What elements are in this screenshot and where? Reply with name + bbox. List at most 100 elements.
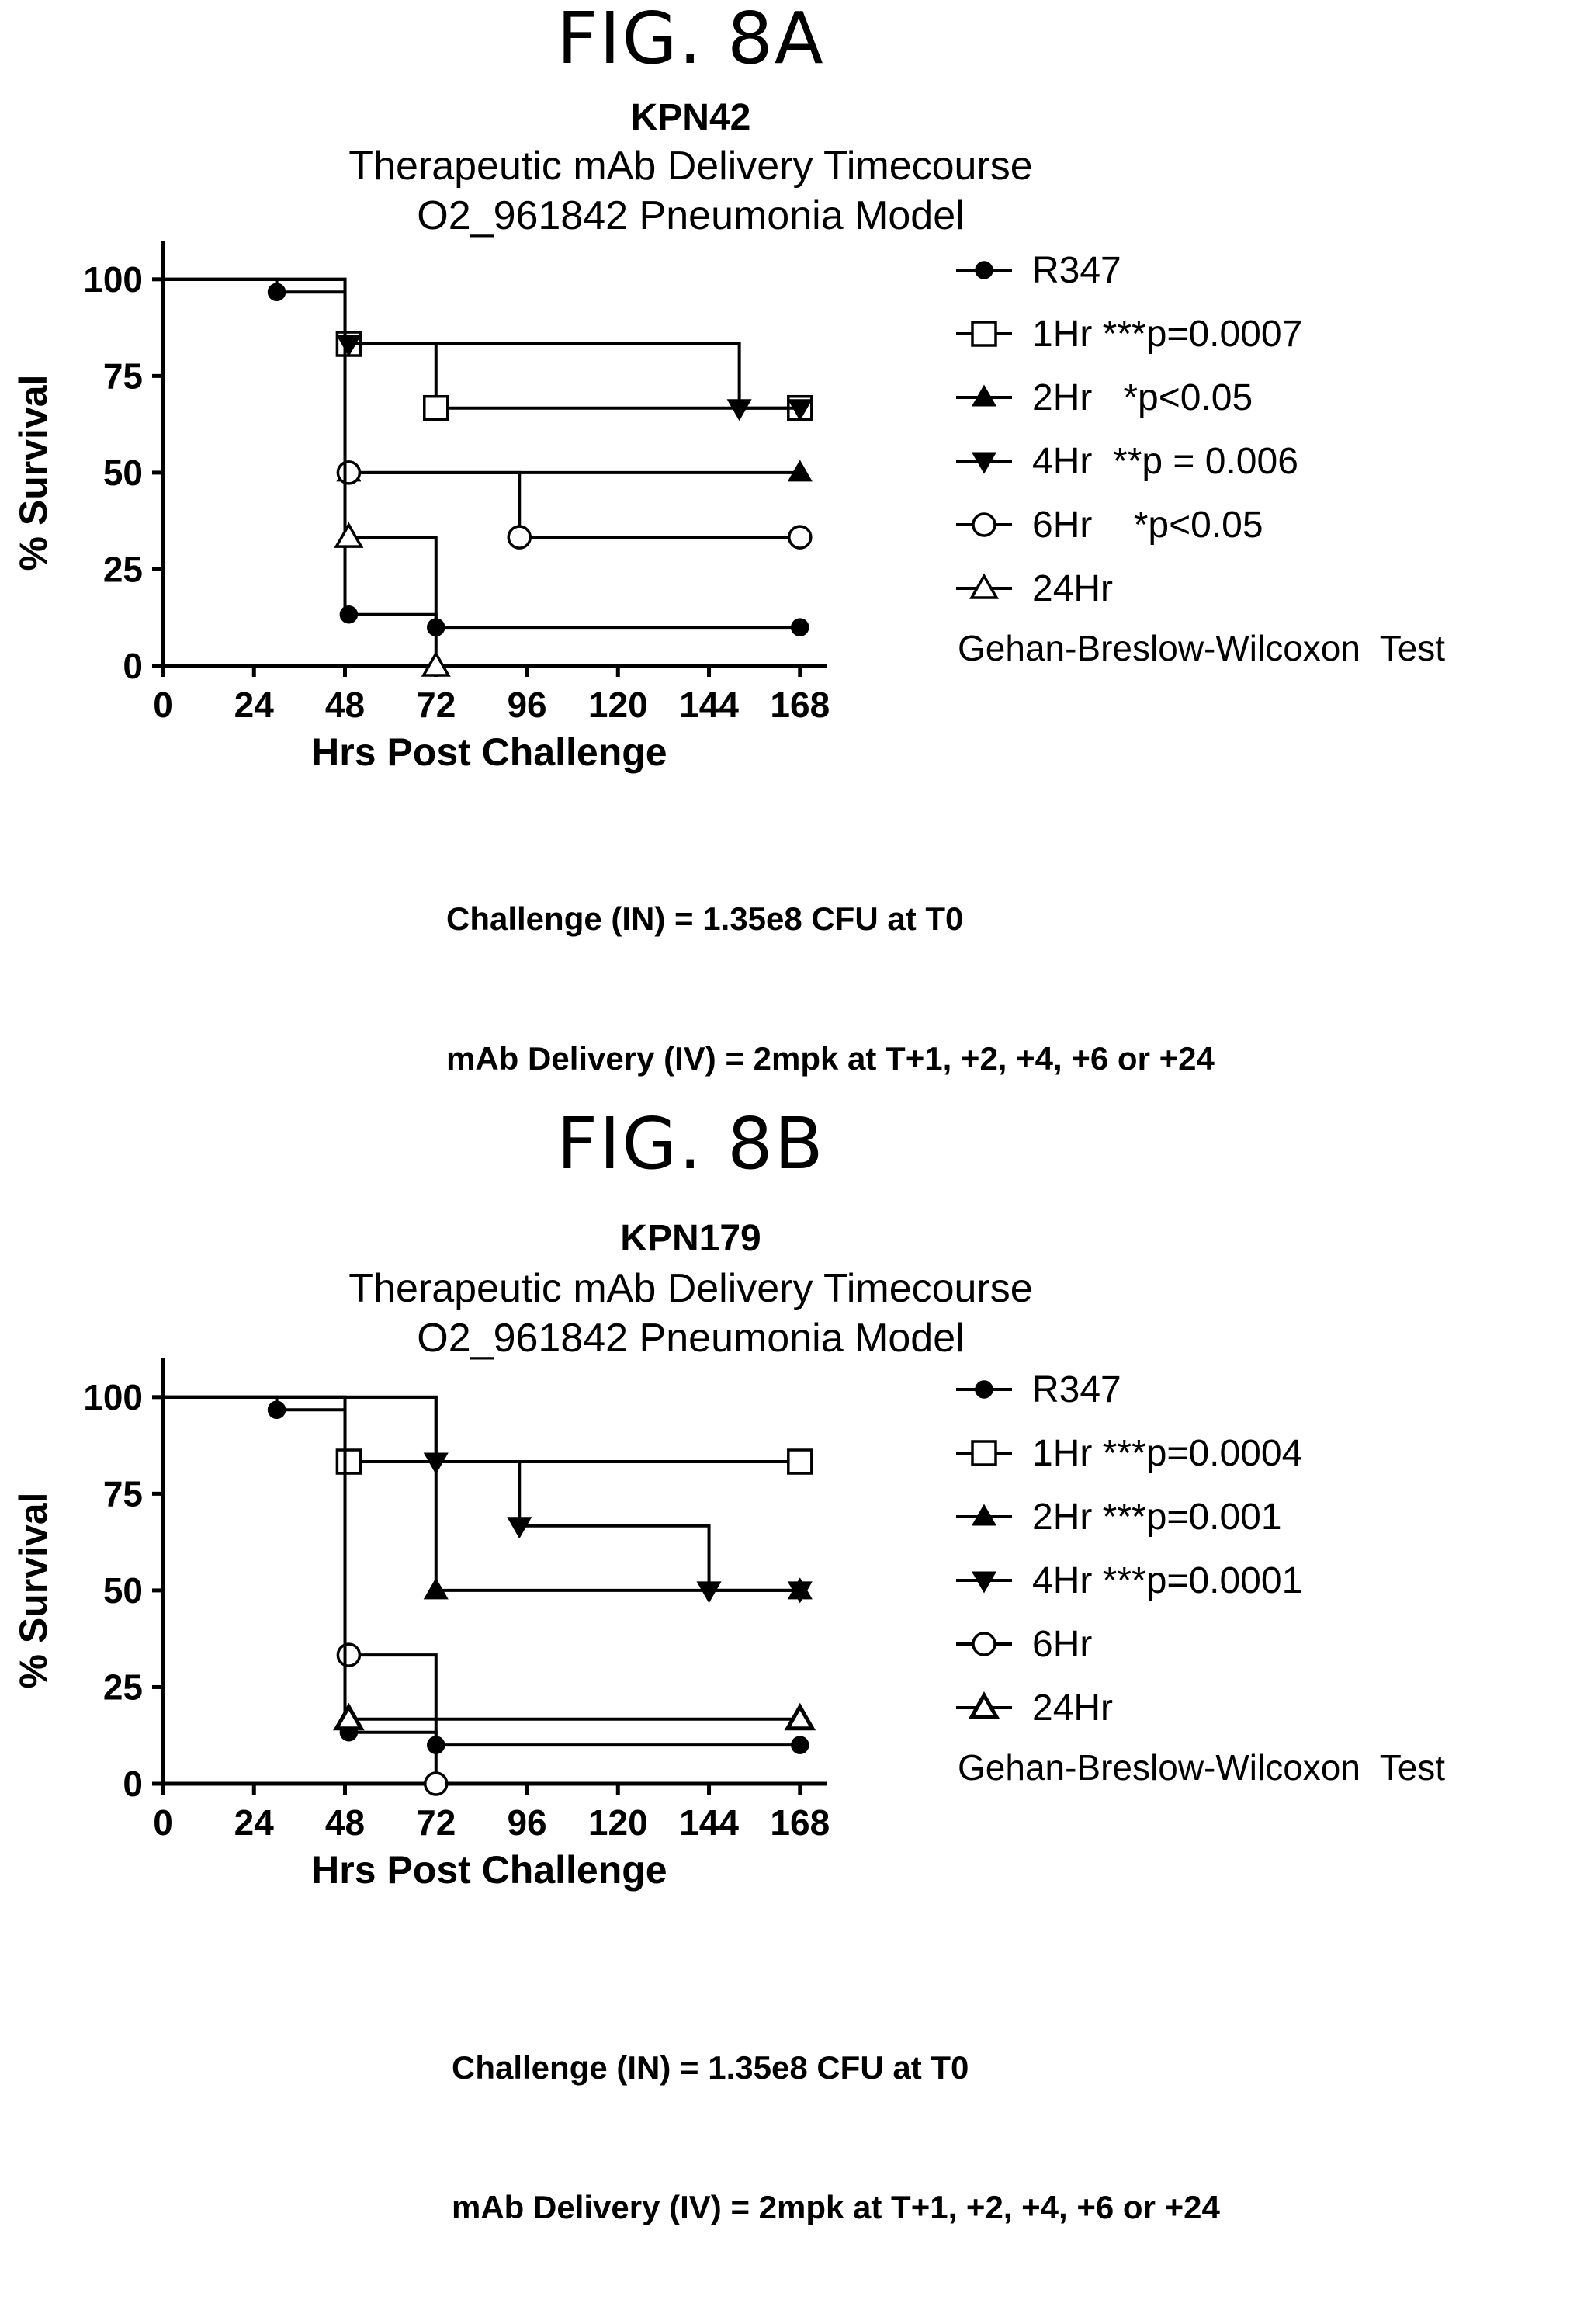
legend-entry: 24Hr: [953, 565, 1113, 612]
x-tick-label: 0: [153, 685, 173, 725]
statistical-test-note: Gehan-Breslow-Wilcoxon Test: [958, 628, 1446, 668]
data-point: [267, 283, 286, 302]
data-point: [267, 1400, 286, 1420]
series-line: [163, 1395, 800, 1464]
x-tick-label: 0: [153, 1802, 173, 1843]
data-point: [339, 605, 359, 624]
data-point: [424, 1771, 449, 1796]
legend-entry: 4Hr ***p=0.0001: [953, 1557, 1302, 1604]
x-tick-label: 168: [770, 685, 830, 725]
y-tick-label: 100: [83, 259, 143, 300]
survival-plot: 0 25 50 75 100 0 24 48 72 96 120 144 168 Hrs Post Cha…: [12, 241, 830, 774]
data-point: [336, 1642, 362, 1667]
y-tick-label: 25: [103, 549, 143, 589]
legend-entry: R347: [953, 1366, 1121, 1413]
legend-marker: [975, 261, 993, 279]
series-line: [163, 277, 800, 410]
x-tick-label: 24: [234, 1802, 275, 1843]
legend-swatch: [956, 384, 1012, 407]
chart-subtitle-line-1: Therapeutic mAb Delivery Timecourse: [348, 144, 1033, 189]
legend-swatch: [956, 452, 1012, 474]
legend-entry: 2Hr *p<0.05: [953, 374, 1253, 421]
data-point: [788, 525, 813, 550]
x-tick-label: 48: [325, 685, 365, 725]
series-1: [163, 277, 809, 636]
series-4: [163, 1395, 813, 1604]
data-point: [423, 1452, 449, 1475]
series-5: [163, 1395, 449, 1796]
legend-marker: [971, 452, 997, 474]
series-line: [163, 277, 800, 474]
footnote-line-2: mAb Delivery (IV) = 2mpk at T+1, +2, +4,…: [446, 1040, 1215, 1077]
data-point: [791, 618, 809, 636]
legend-swatch: [956, 1691, 1012, 1719]
data-point: [334, 522, 364, 548]
legend-swatch: [956, 1440, 1012, 1466]
series-2: [163, 277, 813, 421]
legend-entry: 24Hr: [953, 1684, 1113, 1731]
data-point: [423, 394, 449, 421]
series-line: [163, 1395, 800, 1592]
legend-entry: 2Hr ***p=0.001: [953, 1493, 1282, 1540]
footnote-line-2: mAb Delivery (IV) = 2mpk at T+1, +2, +4,…: [452, 2189, 1220, 2225]
x-tick-label: 72: [416, 685, 456, 725]
x-tick-label: 144: [679, 1802, 739, 1843]
legend-entry: R347: [953, 247, 1121, 293]
data-point: [791, 1736, 809, 1754]
data-point: [787, 1448, 813, 1475]
legend-entry: 1Hr ***p=0.0004: [953, 1430, 1302, 1476]
legend-label: 4Hr ***p=0.0001: [1032, 1559, 1303, 1601]
data-point: [787, 460, 813, 482]
legend-entry: 6Hr: [953, 1621, 1092, 1667]
footnote-line-1: Challenge (IN) = 1.35e8 CFU at T0: [452, 2049, 969, 2086]
figure-label: FIG. 8B: [556, 1102, 825, 1185]
y-tick-label: 50: [103, 453, 143, 493]
chart-subtitle-line-1: Therapeutic mAb Delivery Timecourse: [348, 1266, 1033, 1311]
legend-swatch: [956, 1632, 1012, 1656]
legend-marker: [968, 1691, 1000, 1719]
y-tick-label: 25: [103, 1667, 143, 1707]
x-tick-label: 120: [588, 1802, 648, 1843]
x-tick-label: 120: [588, 685, 648, 725]
chart-legend: R347 1Hr ***p=0.0004 2Hr ***p=0.001 4Hr ***…: [953, 1366, 1566, 1801]
y-tick-label: 100: [83, 1377, 143, 1417]
x-axis-label: Hrs Post Challenge: [311, 730, 667, 774]
legend-label: R347: [1032, 1368, 1121, 1410]
legend-label: 24Hr: [1032, 1687, 1114, 1729]
legend-swatch: [956, 573, 1012, 599]
y-tick-label: 50: [103, 1570, 143, 1611]
x-tick-label: 24: [234, 685, 275, 725]
y-tick-label: 75: [103, 1473, 143, 1514]
chart-footnote: Challenge (IN) = 1.35e8 CFU at T0 mAb De…: [452, 1951, 1220, 2324]
footnote-line-1: Challenge (IN) = 1.35e8 CFU at T0: [446, 900, 964, 937]
data-point: [726, 399, 752, 421]
series-6: [163, 1395, 816, 1731]
chart-title: KPN42: [630, 97, 751, 138]
y-axis-label: % Survival: [12, 375, 55, 571]
statistical-test-note: Gehan-Breslow-Wilcoxon Test: [958, 1747, 1446, 1788]
data-point: [784, 1702, 816, 1731]
series-line: [163, 1395, 800, 1747]
legend-marker: [972, 512, 996, 537]
legend-marker: [971, 384, 997, 407]
figure-8b-panel: FIG. 8B KPN179 Therapeutic mAb Delivery …: [0, 1025, 1570, 2225]
figure-8a-panel: FIG. 8A KPN42 Therapeutic mAb Delivery T…: [0, 0, 1570, 1077]
legend-label: 2Hr *p<0.05: [1032, 376, 1253, 418]
legend-swatch: [956, 1571, 1012, 1594]
chart-footnote: Challenge (IN) = 1.35e8 CFU at T0 mAb De…: [446, 803, 1215, 1175]
data-point: [333, 1702, 365, 1731]
series-6: [163, 277, 451, 677]
x-tick-label: 48: [325, 1802, 365, 1843]
series-3: [163, 1395, 813, 1600]
legend-swatch: [956, 1380, 1012, 1399]
legend-label: R347: [1032, 249, 1121, 291]
legend-marker: [975, 1380, 993, 1399]
data-point: [335, 1448, 362, 1475]
chart-subtitle-line-2: O2_961842 Pneumonia Model: [417, 193, 965, 238]
legend-marker: [971, 1504, 997, 1526]
chart-legend: R347 1Hr ***p=0.0007 2Hr *p<0.05 4Hr **p = …: [953, 247, 1566, 682]
data-point: [421, 650, 451, 677]
legend-marker: [969, 573, 1000, 599]
x-tick-label: 96: [507, 685, 546, 725]
chart-subtitle-line-2: O2_961842 Pneumonia Model: [417, 1316, 965, 1361]
